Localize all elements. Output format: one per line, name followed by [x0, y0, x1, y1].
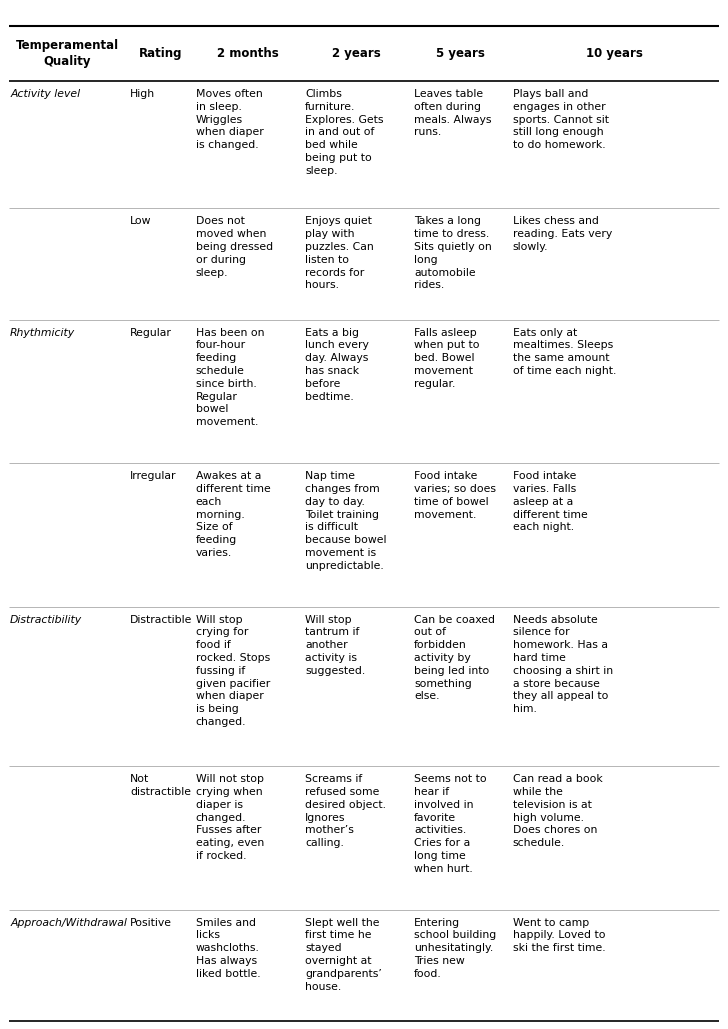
Text: 10 years: 10 years: [586, 47, 643, 60]
Text: Distractible: Distractible: [130, 614, 193, 625]
Text: Does not
moved when
being dressed
or during
sleep.: Does not moved when being dressed or dur…: [196, 216, 273, 278]
Text: 5 years: 5 years: [436, 47, 485, 60]
Text: Enjoys quiet
play with
puzzles. Can
listen to
records for
hours.: Enjoys quiet play with puzzles. Can list…: [305, 216, 373, 290]
Text: Will not stop
crying when
diaper is
changed.
Fusses after
eating, even
if rocked: Will not stop crying when diaper is chan…: [196, 774, 264, 861]
Text: Eats a big
lunch every
day. Always
has snack
before
bedtime.: Eats a big lunch every day. Always has s…: [305, 327, 369, 401]
Text: Food intake
varies. Falls
asleep at a
different time
each night.: Food intake varies. Falls asleep at a di…: [513, 471, 587, 532]
Text: Screams if
refused some
desired object.
Ignores
mother’s
calling.: Screams if refused some desired object. …: [305, 774, 386, 848]
Text: Rating: Rating: [138, 47, 182, 60]
Text: Eats only at
mealtimes. Sleeps
the same amount
of time each night.: Eats only at mealtimes. Sleeps the same …: [513, 327, 616, 376]
Text: Moves often
in sleep.
Wriggles
when diaper
is changed.: Moves often in sleep. Wriggles when diap…: [196, 90, 264, 150]
Text: Will stop
tantrum if
another
activity is
suggested.: Will stop tantrum if another activity is…: [305, 614, 365, 676]
Text: Slept well the
first time he
stayed
overnight at
grandparents’
house.: Slept well the first time he stayed over…: [305, 918, 382, 992]
Text: Distractibility: Distractibility: [10, 614, 82, 625]
Text: Activity level: Activity level: [10, 90, 80, 99]
Text: Climbs
furniture.
Explores. Gets
in and out of
bed while
being put to
sleep.: Climbs furniture. Explores. Gets in and …: [305, 90, 384, 176]
Text: Leaves table
often during
meals. Always
runs.: Leaves table often during meals. Always …: [414, 90, 491, 138]
Text: Regular: Regular: [130, 327, 173, 338]
Text: Falls asleep
when put to
bed. Bowel
movement
regular.: Falls asleep when put to bed. Bowel move…: [414, 327, 480, 389]
Text: Can be coaxed
out of
forbidden
activity by
being led into
something
else.: Can be coaxed out of forbidden activity …: [414, 614, 495, 702]
Text: Smiles and
licks
washcloths.
Has always
liked bottle.: Smiles and licks washcloths. Has always …: [196, 918, 261, 979]
Text: Plays ball and
engages in other
sports. Cannot sit
still long enough
to do homew: Plays ball and engages in other sports. …: [513, 90, 609, 150]
Text: Not
distractible: Not distractible: [130, 774, 191, 796]
Text: Has been on
four-hour
feeding
schedule
since birth.
Regular
bowel
movement.: Has been on four-hour feeding schedule s…: [196, 327, 264, 427]
Text: Seems not to
hear if
involved in
favorite
activities.
Cries for a
long time
when: Seems not to hear if involved in favorit…: [414, 774, 487, 874]
Text: Entering
school building
unhesitatingly.
Tries new
food.: Entering school building unhesitatingly.…: [414, 918, 496, 979]
Text: Takes a long
time to dress.
Sits quietly on
long
automobile
rides.: Takes a long time to dress. Sits quietly…: [414, 216, 492, 290]
Text: Will stop
crying for
food if
rocked. Stops
fussing if
given pacifier
when diaper: Will stop crying for food if rocked. Sto…: [196, 614, 270, 726]
Text: Rhythmicity: Rhythmicity: [10, 327, 75, 338]
Text: Went to camp
happily. Loved to
ski the first time.: Went to camp happily. Loved to ski the f…: [513, 918, 605, 953]
Text: 2 months: 2 months: [217, 47, 278, 60]
Text: Approach/Withdrawal: Approach/Withdrawal: [10, 918, 127, 927]
Text: High: High: [130, 90, 156, 99]
Text: Food intake
varies; so does
time of bowel
movement.: Food intake varies; so does time of bowe…: [414, 471, 496, 520]
Text: Can read a book
while the
television is at
high volume.
Does chores on
schedule.: Can read a book while the television is …: [513, 774, 602, 848]
Text: 2 years: 2 years: [333, 47, 381, 60]
Text: Likes chess and
reading. Eats very
slowly.: Likes chess and reading. Eats very slowl…: [513, 216, 612, 252]
Text: Nap time
changes from
day to day.
Toilet training
is difficult
because bowel
mov: Nap time changes from day to day. Toilet…: [305, 471, 387, 571]
Text: Awakes at a
different time
each
morning.
Size of
feeding
varies.: Awakes at a different time each morning.…: [196, 471, 271, 558]
Text: Low: Low: [130, 216, 152, 226]
Text: Temperamental
Quality: Temperamental Quality: [16, 39, 119, 68]
Text: Irregular: Irregular: [130, 471, 177, 482]
Text: Positive: Positive: [130, 918, 173, 927]
Text: Needs absolute
silence for
homework. Has a
hard time
choosing a shirt in
a store: Needs absolute silence for homework. Has…: [513, 614, 613, 714]
